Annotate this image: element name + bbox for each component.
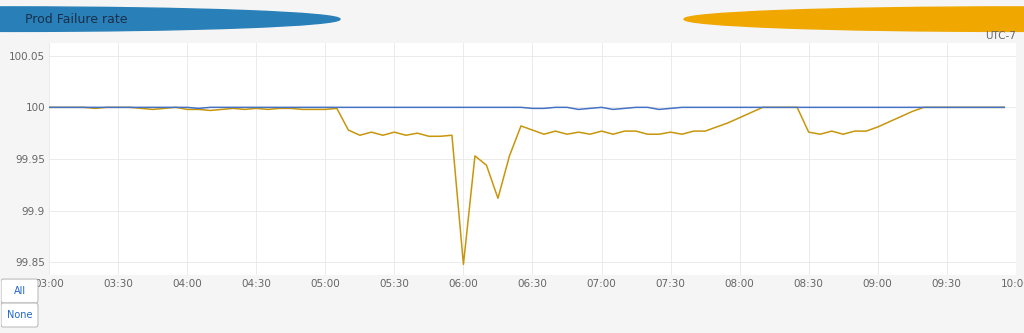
Circle shape [684,7,1024,31]
Text: Prod Failure rate: Prod Failure rate [25,13,127,26]
Circle shape [0,7,340,31]
FancyBboxPatch shape [1,303,38,327]
FancyBboxPatch shape [1,279,38,303]
Text: All: All [13,286,26,296]
Text: UTC-7: UTC-7 [985,31,1016,41]
Text: None: None [7,310,33,320]
